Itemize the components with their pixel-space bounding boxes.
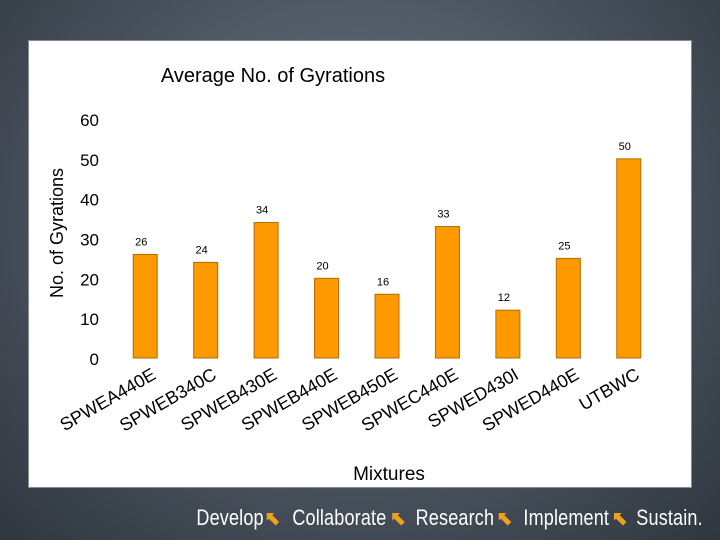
bar-data-label: 34 — [256, 205, 268, 217]
y-axis: 0 10 20 30 40 50 60 — [80, 111, 99, 369]
footer-word: Implement — [523, 505, 609, 530]
bar-data-label: 20 — [316, 260, 328, 272]
arrow-icon: ⬉ — [390, 506, 408, 530]
x-axis: SPWEA440ESPWEB340CSPWEB430ESPWEB440ESPWE… — [57, 364, 643, 435]
bar — [132, 253, 158, 359]
bar-chart: Average No. of Gyrations No. of Gyration… — [47, 65, 643, 485]
chart-panel: Average No. of Gyrations No. of Gyration… — [28, 40, 692, 488]
x-tick-label: UTBWC — [576, 364, 643, 414]
arrow-icon: ⬉ — [612, 506, 629, 530]
y-tick-label: 30 — [80, 231, 99, 250]
bar-data-label: 26 — [135, 236, 147, 248]
bar-data-label: 25 — [558, 240, 570, 252]
bar-data-label: 33 — [437, 209, 449, 221]
y-axis-title: No. of Gyrations — [47, 168, 67, 298]
footer-tagline: Develop ⬉ Collaborate ⬉ Research ⬉ Implement ⬉ S… — [0, 496, 720, 540]
bar-data-label: 50 — [619, 141, 631, 153]
chart-title: Average No. of Gyrations — [161, 65, 385, 87]
bar — [434, 226, 460, 359]
footer-word: Sustain. — [636, 505, 703, 530]
bar — [193, 261, 219, 359]
bar-data-label: 24 — [196, 244, 208, 256]
y-tick-label: 10 — [80, 310, 99, 329]
x-axis-title: Mixtures — [353, 464, 425, 485]
arrow-icon: ⬉ — [496, 506, 514, 530]
bar-series: 26 24 34 20 16 33 12 25 50 — [132, 141, 642, 359]
footer-word: Research — [415, 505, 495, 530]
arrow-icon: ⬉ — [264, 506, 282, 530]
bar — [253, 222, 279, 359]
y-tick-label: 60 — [80, 111, 99, 130]
footer-word: Develop — [196, 505, 264, 530]
footer-word: Collaborate — [291, 505, 387, 530]
bar — [555, 257, 581, 359]
bar — [495, 309, 521, 359]
bar — [616, 158, 642, 359]
y-tick-label: 0 — [90, 350, 99, 369]
y-tick-label: 40 — [80, 191, 99, 210]
bar — [374, 293, 400, 359]
y-tick-label: 50 — [80, 151, 99, 170]
y-tick-label: 20 — [80, 270, 99, 289]
bar — [314, 277, 340, 359]
bar-data-label: 16 — [377, 276, 389, 288]
bar-data-label: 12 — [498, 292, 510, 304]
